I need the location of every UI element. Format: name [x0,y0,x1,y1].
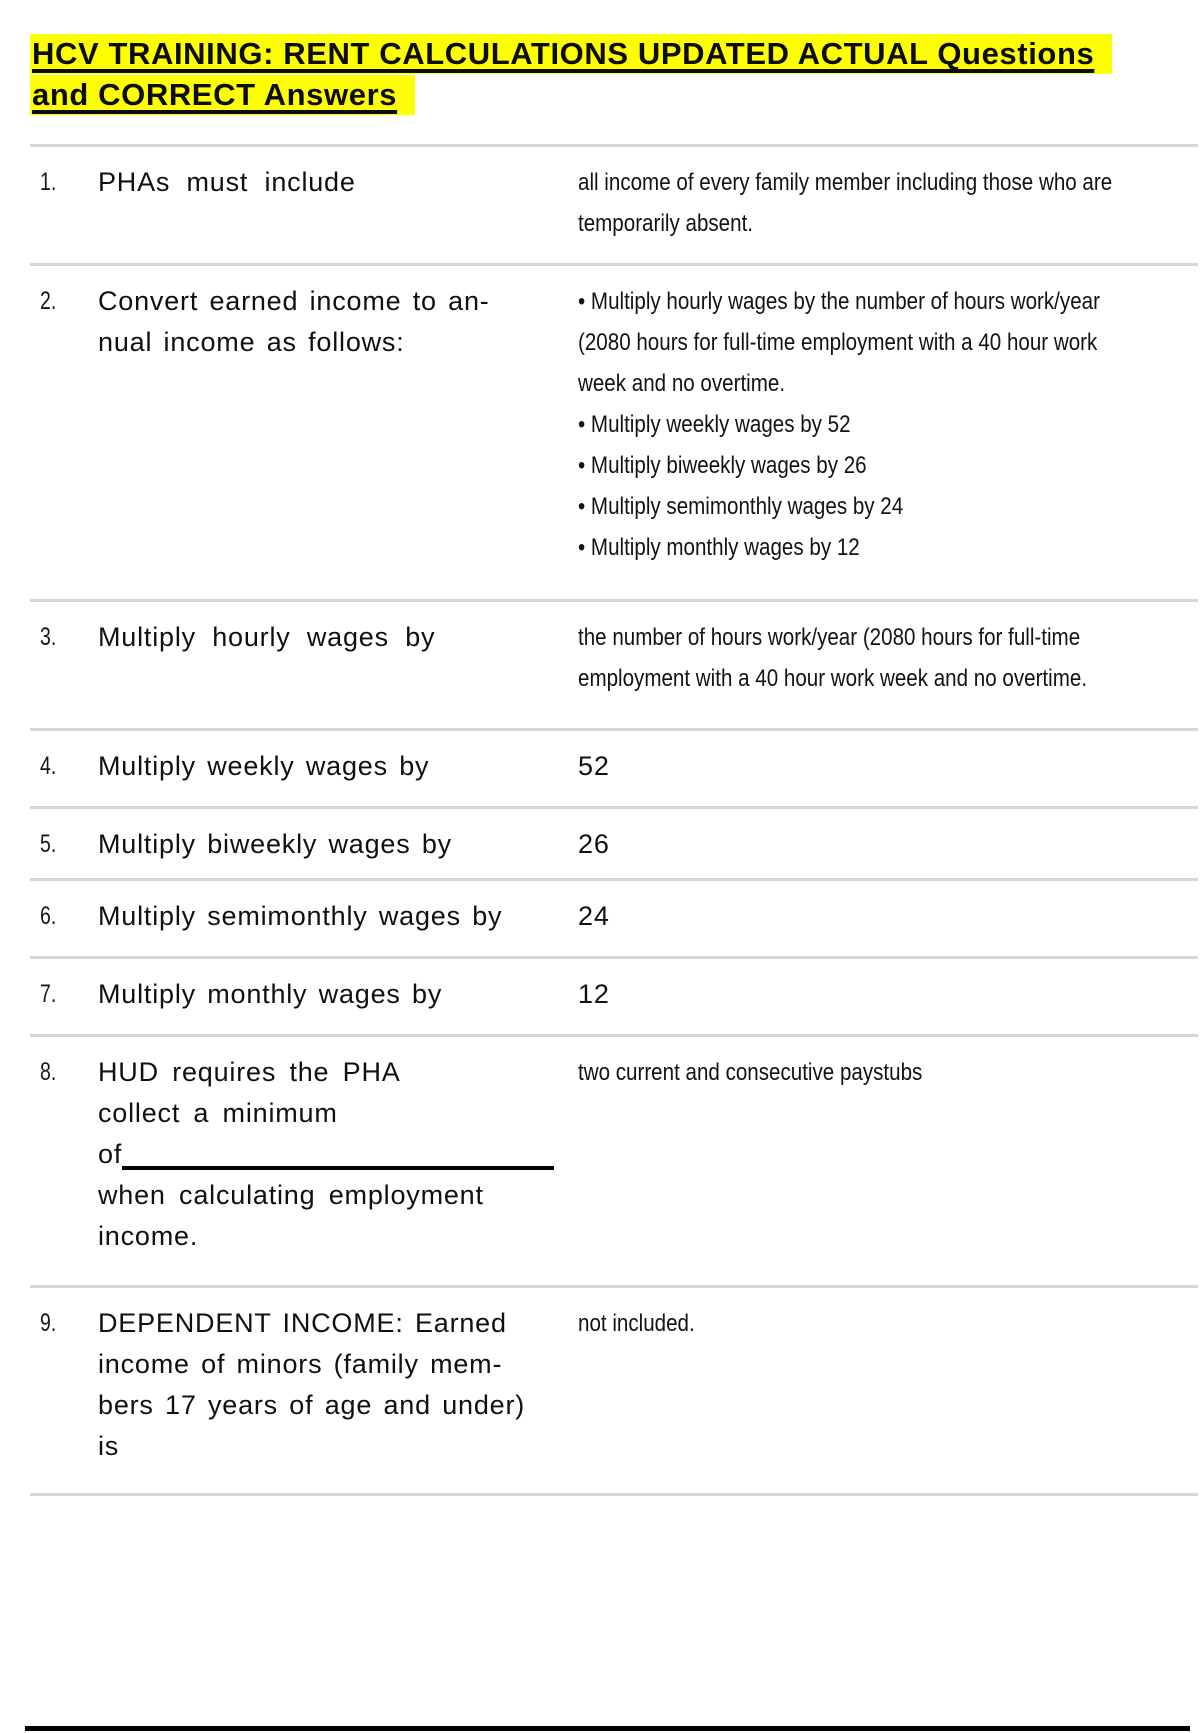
row-divider [30,1493,1198,1496]
question-number: 7. [40,980,57,1008]
answer-cell: the number of hours work/year (2080 hour… [578,617,1200,699]
answer-text: the number of hours work/year (2080 hour… [578,624,1088,692]
answer-text: • Multiply hourly wages by the number of… [578,281,1198,568]
row-divider [30,1034,1198,1037]
answer-cell: all income of every family member includ… [578,162,1200,244]
row-divider [30,878,1198,881]
qa-row: 3. Multiply hourly wages by the number of … [0,602,1200,728]
question-text: Convert earned income to an- nual income… [98,286,490,357]
qa-list: 1. PHAs must include all income of every f… [0,144,1200,1496]
answer-value: 52 [578,751,610,781]
qa-row: 9. DEPENDENT INCOME: Earned income of min… [0,1288,1200,1493]
answer-cell: not included. [578,1303,1200,1344]
answer-cell: 52 [578,746,1200,787]
qa-row: 6. Multiply semimonthly wages by 24 [0,881,1200,956]
question-number: 8. [40,1058,57,1086]
bullet-item: • Multiply monthly wages by 12 [578,534,860,561]
bullet-item: • Multiply weekly wages by 52 [578,411,851,438]
answer-cell: 26 [578,824,1200,865]
question-number: 2. [40,287,57,315]
row-divider [30,956,1198,959]
row-divider [30,263,1198,266]
question-text: Multiply biweekly wages by [98,829,452,859]
row-divider [30,806,1198,809]
question-text: HUD requires the PHA collect a minimum o… [98,1052,578,1257]
answer-text: not included. [578,1310,695,1337]
qa-row: 4. Multiply weekly wages by 52 [0,731,1200,806]
question-number: 9. [40,1309,57,1337]
answer-value: 12 [578,979,610,1009]
question-text: Multiply semimonthly wages by [98,901,503,931]
answer-text: two current and consecutive paystubs [578,1059,923,1086]
row-divider [30,599,1198,602]
answer-cell: 12 [578,974,1200,1015]
answer-cell: two current and consecutive paystubs [578,1052,1200,1093]
question-text: Multiply monthly wages by [98,979,443,1009]
row-divider [30,728,1198,731]
question-text: Multiply weekly wages by [98,751,430,781]
question-text: PHAs must include [98,167,356,197]
answer-value: 26 [578,829,610,859]
page-title-highlight: HCV TRAINING: RENT CALCULATIONS UPDATED … [30,34,1113,115]
row-divider [30,144,1198,147]
document-page: HCV TRAINING: RENT CALCULATIONS UPDATED … [0,33,1200,1733]
page-title: HCV TRAINING: RENT CALCULATIONS UPDATED … [30,33,1165,115]
question-number: 3. [40,623,57,651]
answer-cell: 24 [578,896,1200,937]
qa-row: 8. HUD requires the PHA collect a minimum… [0,1037,1200,1285]
qa-row: 1. PHAs must include all income of every f… [0,147,1200,263]
bullet-item: • Multiply hourly wages by the number of… [578,288,1100,397]
qa-row: 7. Multiply monthly wages by 12 [0,959,1200,1034]
qa-row: 5. Multiply biweekly wages by 26 [0,809,1200,878]
qa-row: 2. Convert earned income to an- nual inco… [0,266,1200,599]
question-text: DEPENDENT INCOME: Earned income of minor… [98,1308,526,1461]
question-number: 5. [40,830,57,858]
question-number: 4. [40,752,57,780]
bottom-rule [25,1726,1190,1731]
question-number: 6. [40,902,57,930]
question-text: Multiply hourly wages by [98,622,436,652]
bullet-item: • Multiply biweekly wages by 26 [578,452,867,479]
bullet-item: • Multiply semimonthly wages by 24 [578,493,904,520]
answer-cell: • Multiply hourly wages by the number of… [578,281,1200,568]
question-number: 1. [40,168,57,196]
fill-in-blank-line [122,1154,555,1170]
answer-value: 24 [578,901,610,931]
row-divider [30,1285,1198,1288]
answer-text: all income of every family member includ… [578,169,1113,237]
